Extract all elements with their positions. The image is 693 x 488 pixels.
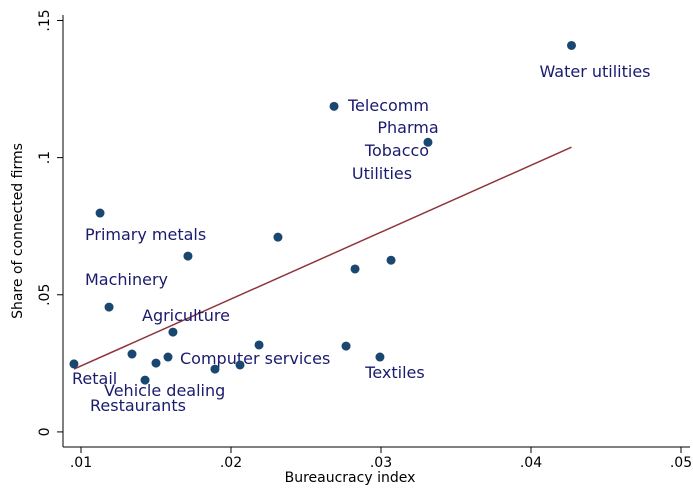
point xyxy=(273,232,283,242)
y-tick-label: .15 xyxy=(37,9,53,31)
point xyxy=(386,255,396,265)
point xyxy=(350,264,360,274)
point-label: Machinery xyxy=(85,270,168,289)
point xyxy=(95,208,105,218)
point-label: Tobacco xyxy=(364,141,429,160)
point xyxy=(235,360,245,370)
point-label: Telecomm xyxy=(347,96,429,115)
y-tick-label: .05 xyxy=(37,284,53,306)
point-label: Computer services xyxy=(180,349,330,368)
point-label: Water utilities xyxy=(539,62,650,81)
point xyxy=(329,101,339,111)
point xyxy=(163,352,173,362)
point-label: Primary metals xyxy=(85,225,206,244)
x-tick-label: .01 xyxy=(70,455,92,471)
y-tick-label: 0 xyxy=(37,427,53,436)
point-label: Utilities xyxy=(352,164,412,183)
point-label: Restaurants xyxy=(90,396,186,415)
x-tick-label: .02 xyxy=(220,455,242,471)
point xyxy=(567,40,576,50)
point xyxy=(254,340,264,350)
x-tick-label: .04 xyxy=(520,455,542,471)
point-label: Vehicle dealing xyxy=(104,381,225,400)
x-axis-title: Bureaucracy index xyxy=(285,470,416,486)
point xyxy=(375,352,385,362)
point xyxy=(104,302,114,312)
point xyxy=(423,137,433,147)
fit-line xyxy=(73,146,572,370)
point xyxy=(183,251,193,261)
point xyxy=(210,364,220,374)
point xyxy=(69,359,79,369)
point xyxy=(341,341,351,351)
point-label: Textiles xyxy=(364,363,424,382)
x-tick-label: .05 xyxy=(670,455,692,471)
y-tick-label: .1 xyxy=(37,151,53,164)
x-tick-label: .03 xyxy=(370,455,392,471)
point xyxy=(140,375,150,385)
point xyxy=(127,349,137,359)
point-label: Agriculture xyxy=(142,306,230,325)
point xyxy=(151,358,161,368)
y-axis-title: Share of connected firms xyxy=(10,143,26,319)
point-label: Retail xyxy=(72,369,117,388)
point xyxy=(168,327,178,337)
point-label: Pharma xyxy=(377,118,438,137)
